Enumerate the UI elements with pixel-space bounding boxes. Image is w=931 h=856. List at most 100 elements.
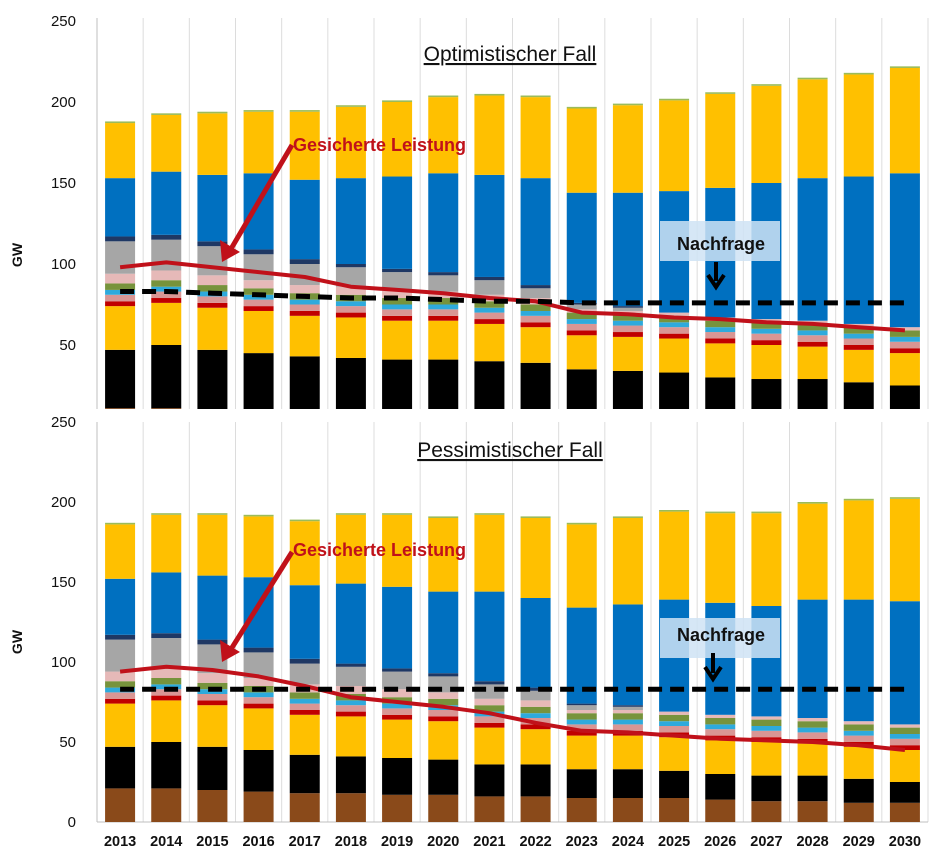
bar-segment — [105, 692, 136, 699]
bar-segment — [566, 798, 597, 822]
bar-segment — [566, 369, 597, 409]
bar-segment — [843, 74, 874, 177]
bar-segment — [428, 716, 459, 722]
bar-segment — [105, 123, 136, 179]
bar-segment — [289, 521, 320, 586]
bar-segment — [751, 801, 782, 822]
bar-segment — [243, 111, 274, 174]
bar-segment — [151, 298, 182, 303]
bar-segment — [843, 382, 874, 409]
bar-segment — [335, 700, 366, 706]
bar-segment — [382, 671, 413, 690]
bar-segment — [243, 692, 274, 698]
bar-segment — [335, 317, 366, 358]
bar-segment — [289, 111, 320, 180]
bar-segment — [197, 302, 228, 308]
bar-segment — [382, 703, 413, 709]
bar-segment — [612, 705, 643, 707]
bar-segment — [197, 275, 228, 286]
annotation-demand: Nachfrage — [677, 234, 765, 254]
y-tick-label: 250 — [51, 13, 76, 30]
bar-segment — [659, 100, 690, 192]
x-tick-label: 2020 — [427, 834, 459, 850]
bar-segment — [382, 359, 413, 409]
bar-segment — [843, 724, 874, 731]
bar-segment — [705, 718, 736, 725]
bar-segment — [797, 502, 828, 504]
bar-segment — [751, 345, 782, 380]
bar-segment — [566, 106, 597, 109]
bar-segment — [151, 514, 182, 573]
bar-segment — [382, 100, 413, 102]
bar-segment — [289, 110, 320, 112]
bar-segment — [382, 586, 413, 669]
bar-segment — [520, 285, 551, 289]
bar-segment — [566, 330, 597, 336]
bar-segment — [197, 174, 228, 242]
bar-segment — [474, 307, 505, 313]
bar-segment — [474, 276, 505, 281]
bar-segment — [382, 689, 413, 698]
y-tick-label: 150 — [51, 175, 76, 192]
bar-segment — [566, 710, 597, 714]
annotation-demand: Nachfrage — [677, 625, 765, 645]
y-tick-label: 150 — [51, 574, 76, 591]
bar-segment — [151, 270, 182, 281]
bar-segment — [243, 280, 274, 289]
bar-segment — [612, 706, 643, 710]
bar-segment — [705, 511, 736, 514]
bar-segment — [520, 729, 551, 765]
bar-segment — [797, 743, 828, 776]
bar-segment — [566, 713, 597, 720]
bar-segment — [751, 719, 782, 726]
annotation-arrow-head — [220, 240, 240, 262]
bar-segment — [520, 327, 551, 363]
bar-segment — [335, 513, 366, 515]
bar-segment — [197, 700, 228, 706]
bar-segment — [428, 710, 459, 717]
bar-segment — [382, 304, 413, 310]
bar-segment — [428, 95, 459, 98]
bar-segment — [566, 335, 597, 370]
bar-segment — [382, 176, 413, 269]
bar-segment — [197, 296, 228, 303]
bar-segment — [889, 353, 920, 386]
demand-arrow-head — [703, 665, 723, 683]
bar-segment — [843, 802, 874, 822]
bar-segment — [382, 309, 413, 316]
y-tick-label: 250 — [51, 414, 76, 431]
bar-segment — [797, 379, 828, 409]
bar-segment — [843, 721, 874, 725]
bar-segment — [659, 327, 690, 334]
bar-segment — [105, 522, 136, 525]
bar-segment — [197, 575, 228, 640]
bar-segment — [428, 359, 459, 409]
bar-segment — [382, 268, 413, 273]
bar-segment — [520, 97, 551, 179]
x-tick-label: 2024 — [612, 834, 644, 850]
x-tick-label: 2013 — [104, 834, 136, 850]
bar-segment — [659, 798, 690, 822]
bar-segment — [105, 289, 136, 295]
bar-segment — [612, 516, 643, 518]
bar-segment — [289, 315, 320, 357]
bar-segment — [428, 759, 459, 795]
bar-segment — [428, 315, 459, 321]
bar-segment — [428, 320, 459, 360]
x-tick-label: 2028 — [796, 834, 828, 850]
bar-segment — [474, 698, 505, 706]
bar-segment — [889, 336, 920, 342]
bar-segment — [612, 719, 643, 725]
bar-segment — [705, 714, 736, 718]
bar-segment — [474, 323, 505, 362]
bar-segment — [520, 687, 551, 691]
bar-segment — [105, 408, 136, 409]
bar-segment — [474, 722, 505, 728]
bar-segment — [797, 599, 828, 718]
bar-segment — [382, 794, 413, 822]
bar-segment — [335, 514, 366, 584]
bar-segment — [151, 345, 182, 409]
bar-segment — [243, 750, 274, 792]
bar-segment — [335, 716, 366, 757]
x-tick-label: 2022 — [519, 834, 551, 850]
